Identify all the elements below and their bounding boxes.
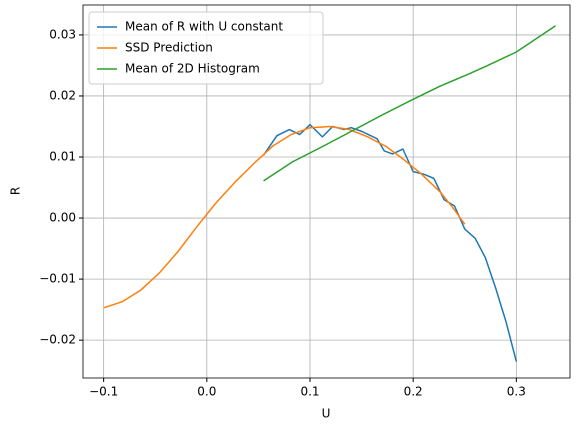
- x-tick-label: 0.2: [404, 385, 423, 399]
- y-tick-label: −0.02: [39, 333, 76, 347]
- x-tick-label: −0.1: [89, 385, 118, 399]
- line-series: [262, 123, 518, 362]
- y-tick-label: −0.01: [39, 272, 76, 286]
- y-tick-label: 0.00: [49, 211, 76, 225]
- line-series: [263, 25, 556, 182]
- legend-box: [88, 11, 324, 85]
- y-tick-label: 0.03: [49, 27, 76, 41]
- legend-label: Mean of 2D Histogram: [125, 62, 260, 76]
- x-tick-label: 0.1: [300, 385, 319, 399]
- x-axis-label: U: [322, 407, 331, 421]
- line-series: [103, 125, 466, 309]
- legend-label: SSD Prediction: [125, 41, 213, 55]
- y-tick-label: 0.01: [49, 150, 76, 164]
- x-tick-label: 0.3: [507, 385, 526, 399]
- plot-frame: [82, 4, 571, 379]
- y-axis-label: R: [9, 187, 23, 195]
- x-tick-label: 0.0: [197, 385, 216, 399]
- legend-label: Mean of R with U constant: [125, 20, 283, 34]
- y-tick-label: 0.02: [49, 88, 76, 102]
